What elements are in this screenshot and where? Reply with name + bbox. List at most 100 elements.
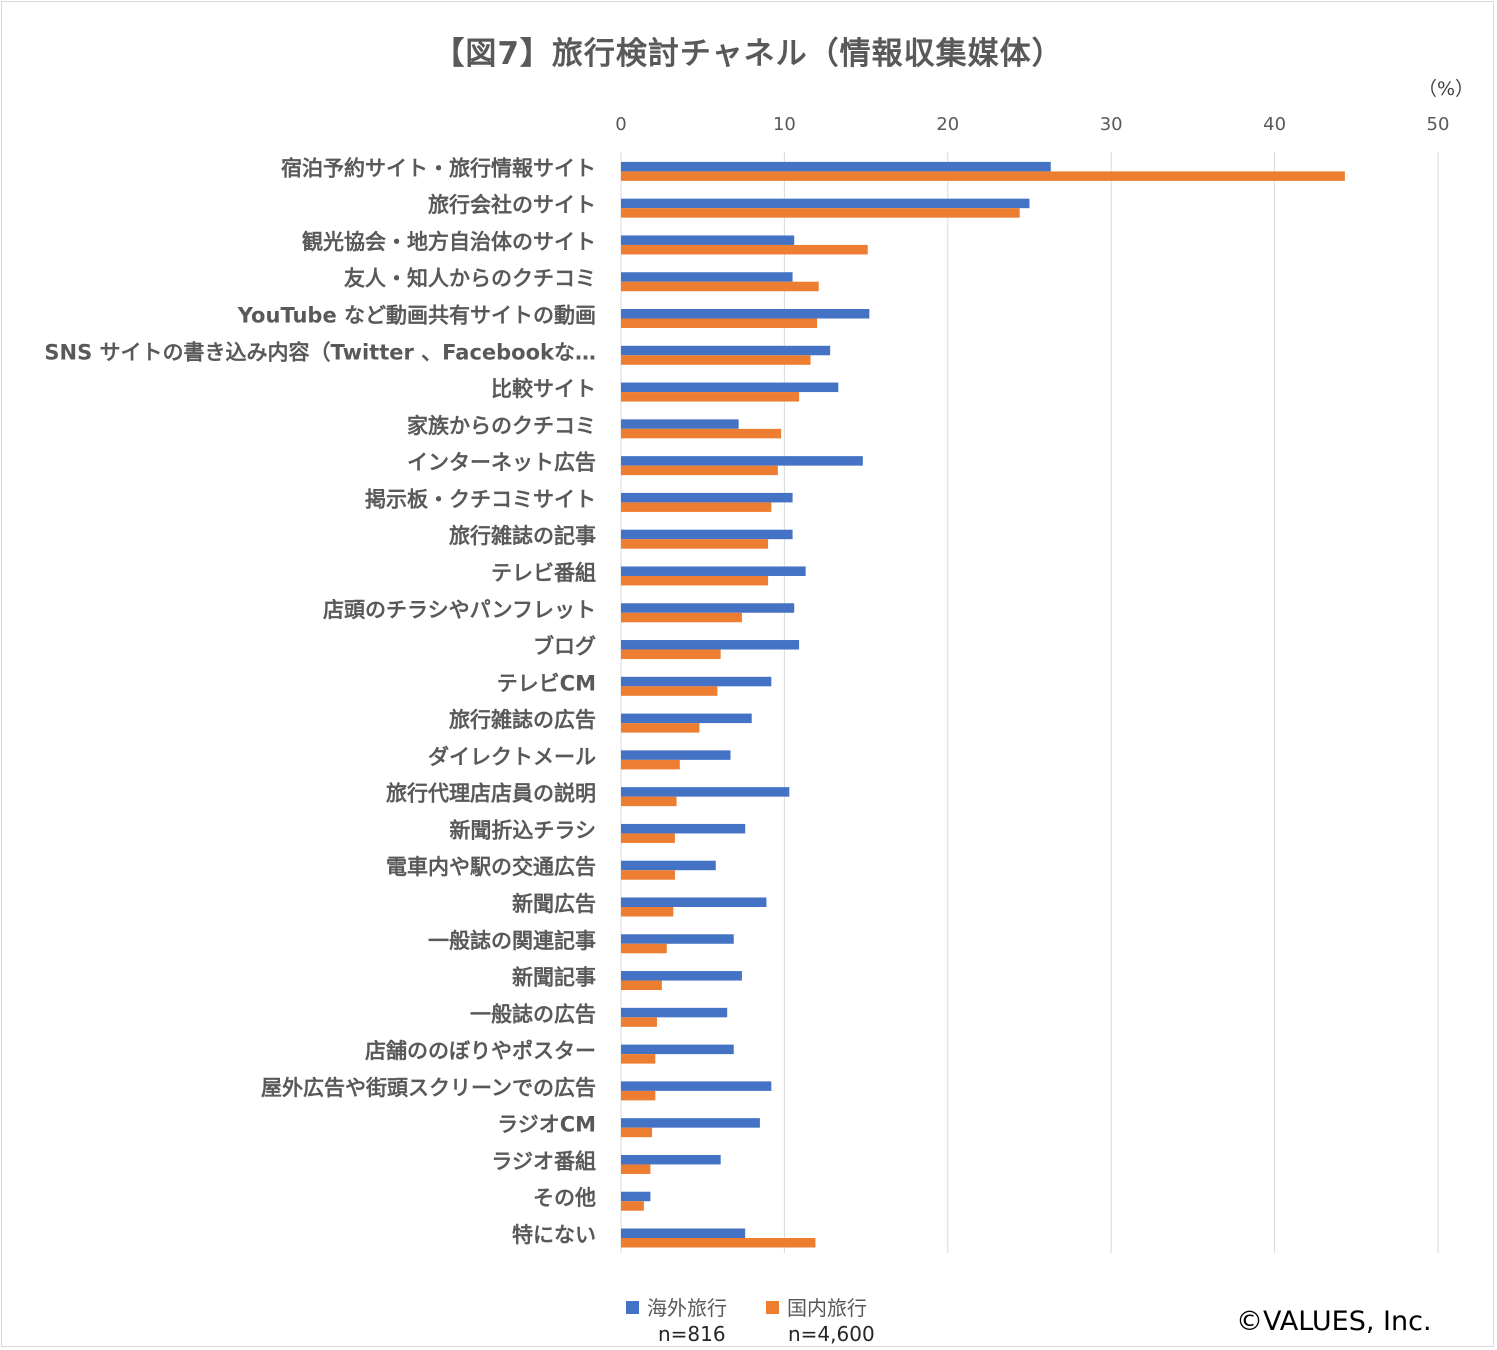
bar-domestic	[621, 575, 769, 586]
legend-item-domestic: 国内旅行	[766, 1292, 867, 1321]
bar-overseas	[621, 492, 793, 503]
bar-domestic	[621, 171, 1345, 181]
bar-overseas	[621, 309, 870, 319]
bar-domestic	[621, 428, 782, 439]
category-label: テレビCM	[497, 671, 596, 695]
bar-domestic	[621, 1164, 651, 1174]
category-label: インターネット広告	[407, 451, 596, 475]
category-labels: 宿泊予約サイト・旅行情報サイト旅行会社のサイト観光協会・地方自治体のサイト友人・…	[44, 156, 596, 1247]
bar-overseas	[621, 750, 731, 760]
bar-domestic	[621, 870, 675, 880]
chart-title: 【図7】旅行検討チャネル（情報収集媒体）	[433, 36, 1064, 72]
category-label: 観光協会・地方自治体のサイト	[302, 230, 596, 254]
category-label: 友人・知人からのクチコミ	[344, 267, 596, 291]
legend-item-overseas: 海外旅行	[626, 1292, 727, 1321]
category-label: ラジオCM	[497, 1113, 596, 1137]
bar-overseas	[621, 1118, 760, 1128]
bar-overseas	[621, 787, 790, 797]
category-label: 旅行雑誌の記事	[449, 524, 596, 548]
category-label: ラジオ番組	[491, 1149, 596, 1173]
bar-domestic	[621, 723, 700, 733]
bar-domestic	[621, 1127, 653, 1138]
bar-domestic	[621, 318, 818, 329]
legend-label-domestic: 国内旅行	[787, 1296, 867, 1320]
category-label: 一般誌の広告	[470, 1002, 596, 1026]
bar-domestic	[621, 943, 667, 954]
x-tick-label-30: 30	[1100, 114, 1123, 135]
x-tick-label-0: 0	[615, 114, 626, 135]
bar-domestic	[621, 502, 772, 512]
category-label: 宿泊予約サイト・旅行情報サイト	[281, 156, 596, 180]
bar-overseas	[621, 419, 739, 429]
category-label: ダイレクトメール	[428, 745, 596, 769]
legend-label-overseas: 海外旅行	[647, 1296, 727, 1320]
category-label: 店舗ののぼりやポスター	[365, 1039, 596, 1063]
bar-overseas	[621, 676, 772, 687]
bar-overseas	[621, 345, 831, 356]
category-label: SNS サイトの書き込み内容（Twitter 、Facebookな…	[44, 340, 596, 364]
category-label: YouTube など動画共有サイトの動画	[237, 304, 596, 328]
category-label: 旅行雑誌の広告	[449, 708, 596, 732]
category-label: 店頭のチラシやパンフレット	[323, 598, 596, 622]
category-label: 新聞折込チラシ	[449, 818, 596, 842]
category-label: 一般誌の関連記事	[428, 929, 596, 953]
bar-domestic	[621, 1201, 644, 1211]
bar-overseas	[621, 1044, 734, 1055]
bar-overseas	[621, 566, 806, 576]
bar-overseas	[621, 823, 746, 834]
bar-overseas	[621, 161, 1051, 172]
bar-overseas	[621, 456, 863, 466]
bar-domestic	[621, 796, 677, 807]
category-label: 新聞記事	[512, 966, 596, 990]
bar-domestic	[621, 612, 742, 623]
bar-domestic	[621, 539, 769, 549]
category-label: 電車内や駅の交通広告	[386, 855, 596, 879]
category-label: 旅行代理店店員の説明	[386, 782, 596, 806]
bar-overseas	[621, 603, 795, 613]
bar-overseas	[621, 1154, 721, 1165]
bar-overseas	[621, 971, 742, 981]
legend-swatch-overseas	[626, 1301, 639, 1314]
x-tick-label-50: 50	[1427, 114, 1450, 135]
category-label: その他	[533, 1186, 596, 1210]
bar-domestic	[621, 906, 674, 917]
bar-domestic	[621, 686, 718, 696]
category-label: ブログ	[533, 635, 596, 659]
bars	[621, 161, 1345, 1248]
bar-overseas	[621, 1007, 728, 1018]
bar-domestic	[621, 649, 721, 660]
bar-domestic	[621, 465, 778, 476]
bar-domestic	[621, 244, 868, 255]
category-label: テレビ番組	[491, 561, 596, 585]
bar-overseas	[621, 235, 795, 245]
x-tick-label-40: 40	[1263, 114, 1286, 135]
bar-overseas	[621, 860, 716, 871]
category-label: 掲示板・クチコミサイト	[365, 487, 596, 511]
bar-overseas	[621, 934, 734, 944]
bar-domestic	[621, 833, 675, 843]
bar-domestic	[621, 759, 680, 770]
copyright: ©VALUES, Inc.	[1236, 1306, 1432, 1337]
legend-swatch-domestic	[766, 1301, 779, 1314]
bar-domestic	[621, 1054, 656, 1064]
category-label: 屋外広告や街頭スクリーンでの広告	[261, 1076, 596, 1100]
x-tick-labels: 0 10 20 30 40 50	[615, 114, 1449, 135]
bar-overseas	[621, 1081, 772, 1091]
bar-overseas	[621, 198, 1030, 209]
bar-overseas	[621, 1191, 651, 1202]
bar-overseas	[621, 382, 839, 393]
legend-n-domestic: n=4,600	[788, 1322, 875, 1346]
bar-domestic	[621, 1090, 656, 1101]
category-label: 家族からのクチコミ	[407, 414, 596, 438]
category-label: 新聞広告	[512, 892, 596, 916]
bar-domestic	[621, 980, 662, 991]
x-tick-label-10: 10	[773, 114, 796, 135]
bar-domestic	[621, 208, 1020, 218]
bar-domestic	[621, 1238, 816, 1248]
x-tick-label-20: 20	[936, 114, 959, 135]
bar-overseas	[621, 1228, 746, 1239]
bar-domestic	[621, 392, 800, 402]
bar-domestic	[621, 355, 811, 365]
